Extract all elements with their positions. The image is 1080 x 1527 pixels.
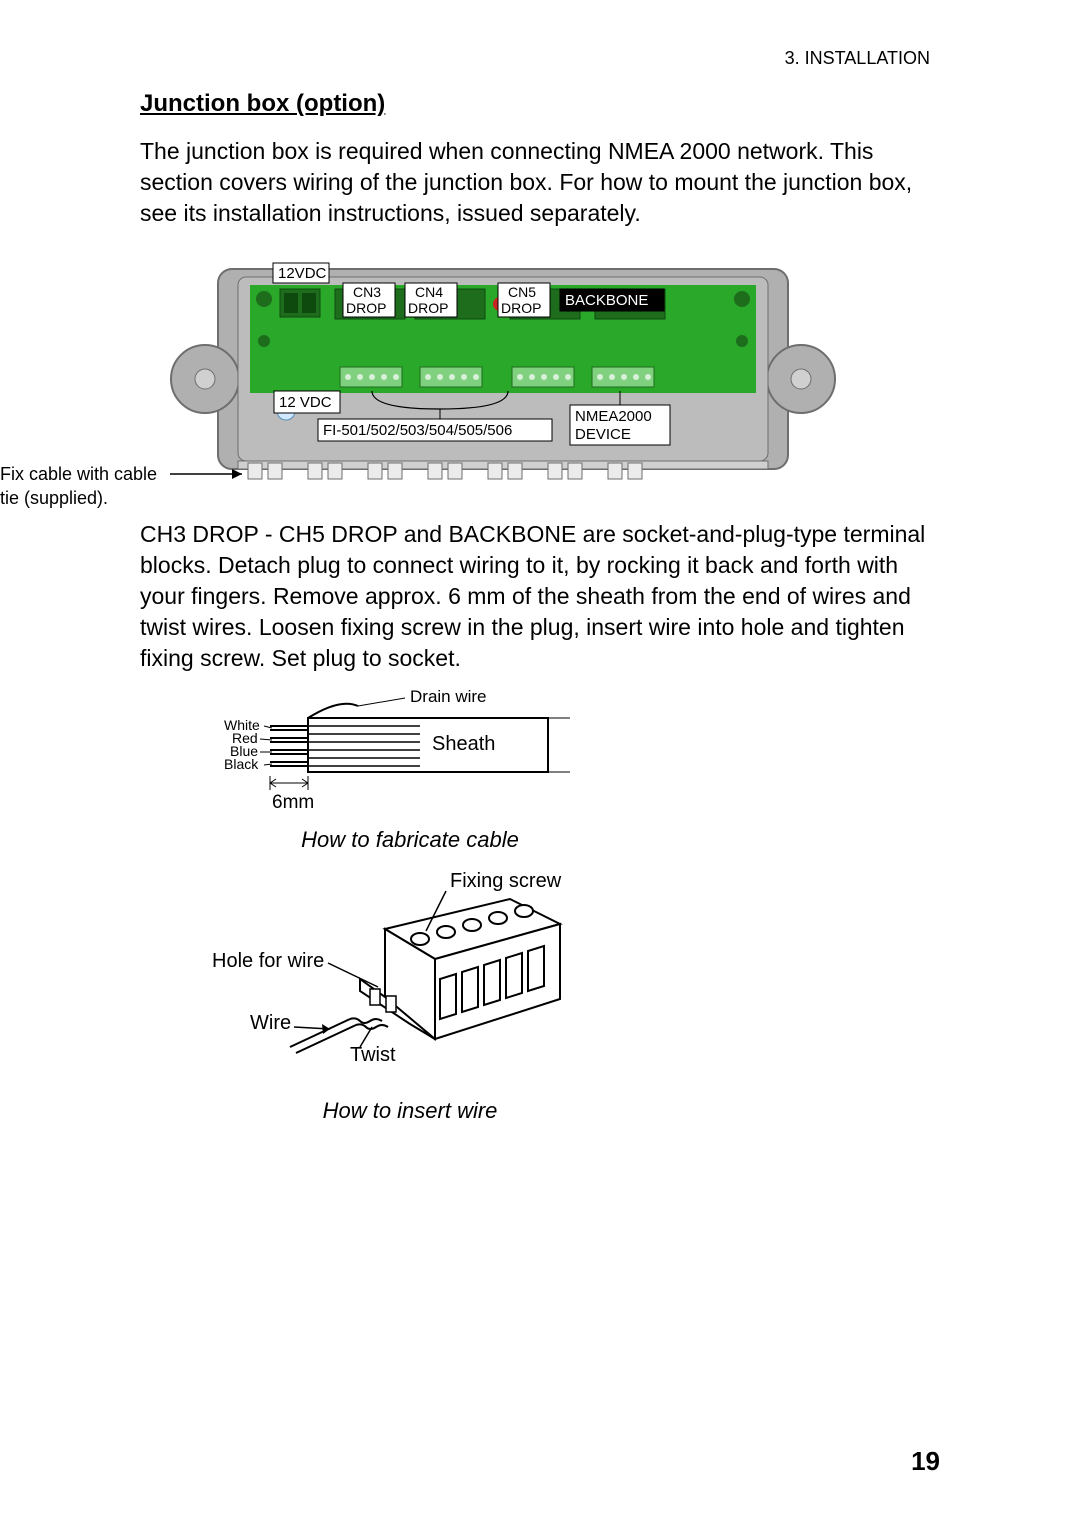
page-number: 19 — [911, 1446, 940, 1477]
fabricate-cable-diagram: Drain wire White Red Blue Black — [210, 688, 690, 853]
section-title: Junction box (option) — [140, 90, 940, 118]
caption-fabricate: How to fabricate cable — [240, 827, 580, 853]
label-wire: Wire — [250, 1012, 291, 1034]
label-twist: Twist — [350, 1044, 396, 1066]
label-nmea: NMEA2000 — [575, 408, 652, 425]
label-fi-models: FI-501/502/503/504/505/506 — [323, 422, 512, 439]
junction-box-svg: 12VDC CN3 DROP CN4 DROP CN5 DROP BACKBON… — [140, 249, 940, 509]
label-fixing-screw: Fixing screw — [450, 870, 562, 892]
caption-insert: How to insert wire — [250, 1098, 570, 1124]
label-cn5-drop: DROP — [501, 300, 541, 316]
cable-tie-note-line2: tie (supplied). — [0, 488, 108, 508]
insert-wire-svg: Fixing screw Hole for wire Wire Twist — [210, 869, 650, 1089]
label-12vdc-top: 12VDC — [278, 265, 327, 282]
label-cn4-drop: DROP — [408, 300, 448, 316]
terminal-paragraph: CH3 DROP - CH5 DROP and BACKBONE are soc… — [140, 519, 940, 674]
label-hole-for-wire: Hole for wire — [212, 950, 324, 972]
label-cn5: CN5 — [508, 284, 536, 300]
label-backbone: BACKBONE — [565, 292, 648, 309]
label-black: Black — [224, 756, 259, 772]
label-cn3-drop: DROP — [346, 300, 386, 316]
label-sheath: Sheath — [432, 733, 495, 755]
label-cn3: CN3 — [353, 284, 381, 300]
junction-box-diagram: 12VDC CN3 DROP CN4 DROP CN5 DROP BACKBON… — [140, 249, 940, 499]
page-header-section: 3. INSTALLATION — [785, 48, 930, 69]
label-device: DEVICE — [575, 426, 631, 443]
label-cn4: CN4 — [415, 284, 443, 300]
fabricate-cable-svg: Drain wire White Red Blue Black — [210, 688, 640, 818]
intro-paragraph: The junction box is required when connec… — [140, 136, 940, 229]
label-12vdc-lower: 12 VDC — [279, 394, 332, 411]
insert-wire-diagram: Fixing screw Hole for wire Wire Twist — [210, 869, 670, 1124]
label-6mm: 6mm — [272, 792, 314, 813]
label-drain-wire: Drain wire — [410, 688, 487, 706]
cable-tie-note-line1: Fix cable with cable — [0, 464, 157, 484]
